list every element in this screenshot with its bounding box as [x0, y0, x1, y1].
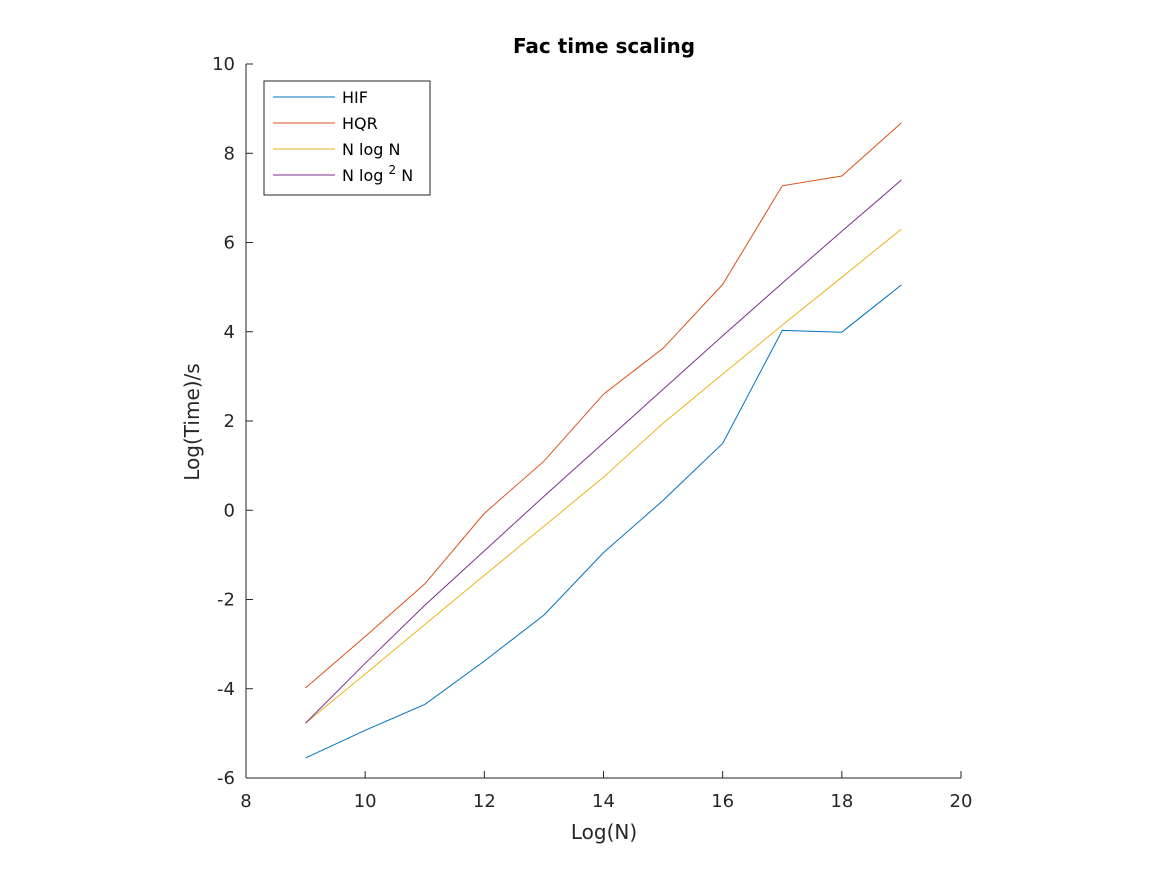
y-tick-label: 10 — [212, 54, 235, 75]
legend-label-1: HQR — [342, 114, 378, 133]
y-tick-label: 8 — [224, 143, 235, 164]
x-tick-label: 8 — [240, 791, 251, 812]
y-tick-label: -2 — [217, 590, 235, 611]
legend-label-2: N log N — [342, 140, 401, 159]
series-line-3 — [305, 179, 902, 724]
legend-label-0: HIF — [342, 88, 368, 107]
y-tick-label: 4 — [224, 322, 235, 343]
x-tick-label: 20 — [950, 791, 973, 812]
series-line-0 — [305, 284, 902, 759]
series-line-1 — [305, 122, 902, 689]
x-tick-label: 18 — [830, 791, 853, 812]
x-axis-label: Log(N) — [571, 820, 637, 844]
legend-label-3: N log 2 N — [342, 163, 413, 185]
plot-area: 8 10 12 14 16 18 20 -6 -4 -2 0 2 4 6 8 10 — [212, 54, 972, 812]
y-tick-label: 6 — [224, 233, 235, 254]
x-tick-label: 16 — [711, 791, 734, 812]
y-tick-label: -6 — [217, 768, 235, 789]
legend-box — [263, 80, 431, 196]
y-tick-label: 0 — [224, 500, 235, 521]
y-tick-label: 2 — [224, 411, 235, 432]
x-tick-label: 14 — [592, 791, 615, 812]
x-tick-label: 12 — [473, 791, 496, 812]
y-axis-label: Log(Time)/s — [180, 363, 204, 480]
series-line-2 — [305, 228, 902, 724]
chart-title: Fac time scaling — [513, 34, 695, 58]
x-tick-label: 10 — [354, 791, 377, 812]
legend: HIF HQR N log N N log 2 N — [263, 80, 431, 196]
y-tick-label: -4 — [217, 679, 235, 700]
